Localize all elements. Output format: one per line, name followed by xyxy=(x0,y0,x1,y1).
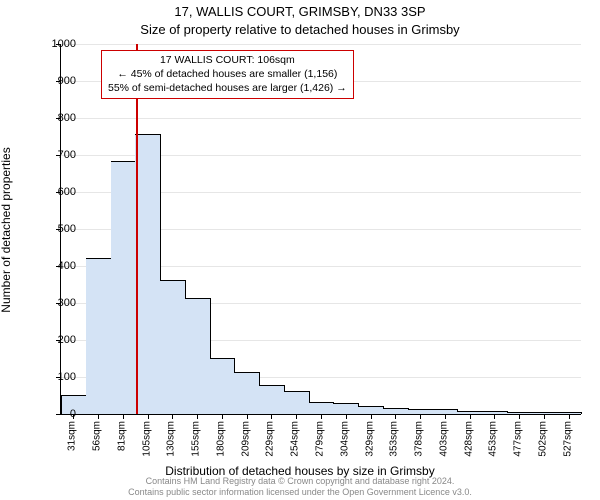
y-tick-label: 0 xyxy=(42,408,76,420)
chart-subtitle: Size of property relative to detached ho… xyxy=(0,22,600,37)
bar xyxy=(358,406,384,414)
plot-area: 17 WALLIS COURT: 106sqm ← 45% of detache… xyxy=(60,44,581,415)
bar xyxy=(160,280,186,414)
x-tick-label: 527sqm xyxy=(562,421,573,457)
bar xyxy=(333,403,359,414)
x-tick-label: 31sqm xyxy=(67,421,78,451)
x-tick-label: 304sqm xyxy=(339,421,350,457)
y-tick-label: 800 xyxy=(42,112,76,124)
x-tick-label: 353sqm xyxy=(389,421,400,457)
y-tick-label: 1000 xyxy=(42,38,76,50)
footer-line-1: Contains HM Land Registry data © Crown c… xyxy=(0,476,600,487)
bar xyxy=(210,358,236,415)
grid-line xyxy=(61,118,581,119)
bar xyxy=(234,372,260,414)
x-tick-label: 81sqm xyxy=(116,421,127,451)
x-tick-label: 229sqm xyxy=(265,421,276,457)
callout-line-1: 17 WALLIS COURT: 106sqm xyxy=(108,53,347,67)
bar xyxy=(111,161,137,414)
y-tick-label: 300 xyxy=(42,297,76,309)
x-tick-label: 254sqm xyxy=(290,421,301,457)
callout-line-3: 55% of semi-detached houses are larger (… xyxy=(108,81,347,95)
x-tick-label: 180sqm xyxy=(215,421,226,457)
y-tick-label: 400 xyxy=(42,260,76,272)
y-tick-label: 200 xyxy=(42,334,76,346)
footer-text: Contains HM Land Registry data © Crown c… xyxy=(0,476,600,498)
bar xyxy=(185,298,211,414)
x-tick-label: 209sqm xyxy=(240,421,251,457)
x-tick-label: 130sqm xyxy=(166,421,177,457)
x-tick-label: 56sqm xyxy=(92,421,103,451)
bar xyxy=(284,391,310,414)
x-tick-label: 279sqm xyxy=(315,421,326,457)
x-tick-label: 502sqm xyxy=(537,421,548,457)
x-tick-label: 378sqm xyxy=(414,421,425,457)
x-tick-label: 477sqm xyxy=(513,421,524,457)
grid-line xyxy=(61,44,581,45)
page-title: 17, WALLIS COURT, GRIMSBY, DN33 3SP xyxy=(0,4,600,19)
x-tick-label: 453sqm xyxy=(488,421,499,457)
bar xyxy=(309,402,335,414)
callout-line-2: ← 45% of detached houses are smaller (1,… xyxy=(108,67,347,81)
chart-container: 17, WALLIS COURT, GRIMSBY, DN33 3SP Size… xyxy=(0,0,600,500)
y-tick-label: 500 xyxy=(42,223,76,235)
bar xyxy=(135,134,161,414)
x-tick-label: 105sqm xyxy=(141,421,152,457)
bar xyxy=(259,385,285,414)
y-axis-label: Number of detached properties xyxy=(0,147,13,312)
x-tick-label: 403sqm xyxy=(438,421,449,457)
x-tick-label: 428sqm xyxy=(463,421,474,457)
y-tick-label: 600 xyxy=(42,186,76,198)
y-tick-label: 700 xyxy=(42,149,76,161)
bar xyxy=(86,258,112,414)
y-tick-label: 100 xyxy=(42,371,76,383)
footer-line-2: Contains public sector information licen… xyxy=(0,487,600,498)
x-tick-label: 155sqm xyxy=(191,421,202,457)
highlight-line xyxy=(136,44,138,414)
x-tick-label: 329sqm xyxy=(364,421,375,457)
callout-box: 17 WALLIS COURT: 106sqm ← 45% of detache… xyxy=(101,50,354,99)
y-tick-label: 900 xyxy=(42,75,76,87)
